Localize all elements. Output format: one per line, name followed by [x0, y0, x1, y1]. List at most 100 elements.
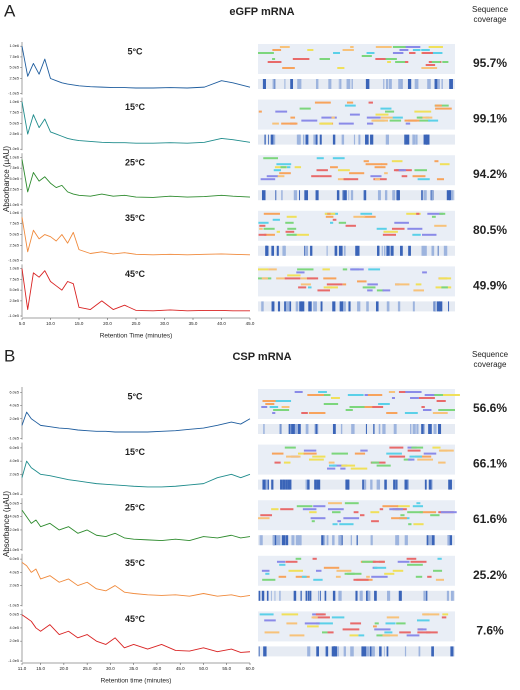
coverage-stripe — [426, 535, 429, 546]
y-tick-label: 7.5e5 — [9, 222, 19, 226]
coverage-fragment — [343, 178, 359, 181]
coverage-fragment — [295, 557, 302, 560]
coverage-stripe — [259, 535, 261, 546]
coverage-fragment — [327, 631, 334, 634]
coverage-fragment — [434, 394, 450, 396]
coverage-fragment — [286, 215, 297, 218]
coverage-fragment — [389, 446, 404, 449]
coverage-stripe — [383, 245, 386, 256]
coverage-fragment — [265, 403, 275, 405]
y-tick-label: 4.0e5 — [9, 570, 19, 574]
coverage-fragment — [421, 406, 425, 408]
coverage-fragment — [413, 523, 424, 526]
coverage-stripe — [300, 590, 302, 601]
coverage-fragment — [416, 502, 421, 505]
coverage-fragment — [290, 116, 296, 119]
coverage-stripe — [431, 535, 435, 546]
trace — [21, 460, 251, 488]
coverage-fragment — [368, 101, 373, 104]
coverage-stripe — [319, 134, 322, 145]
coverage-fragment — [350, 622, 362, 625]
coverage-fragment — [259, 613, 274, 616]
y-tick-label: 4.0e5 — [9, 404, 19, 408]
coverage-stripe — [301, 301, 305, 312]
coverage-stripe — [414, 79, 419, 89]
coverage-fragment — [412, 175, 426, 178]
coverage-fragment — [327, 286, 338, 289]
coverage-stripe — [332, 424, 336, 434]
coverage-fragment — [426, 52, 443, 54]
coverage-value: 56.6% — [473, 401, 507, 415]
coverage-stripe — [262, 479, 266, 490]
coverage-stripe — [381, 245, 383, 256]
coverage-stripe — [316, 479, 321, 490]
coverage-fragment — [317, 289, 331, 292]
coverage-fragment — [307, 394, 324, 396]
coverage-fragment — [385, 110, 395, 113]
coverage-fragment — [338, 122, 354, 125]
coverage-stripe — [265, 245, 267, 256]
coverage-stripe — [449, 535, 453, 546]
coverage-stripe — [384, 479, 387, 490]
coverage-stripe — [348, 190, 350, 201]
coverage-fragment — [412, 505, 424, 508]
coverage-stripe — [344, 646, 346, 657]
coverage-fragment — [407, 449, 421, 452]
coverage-fragment — [367, 289, 373, 292]
coverage-stripe — [265, 245, 269, 256]
coverage-stripe — [276, 245, 279, 256]
coverage-fragment — [382, 233, 396, 236]
coverage-fragment — [332, 511, 341, 514]
coverage-fragment — [327, 212, 331, 215]
coverage-stripe — [423, 424, 425, 434]
coverage-fragment — [339, 523, 354, 526]
y-axis-label: Absorbance (µAU) — [2, 491, 11, 557]
coverage-fragment — [347, 572, 355, 575]
coverage-fragment — [422, 52, 433, 54]
coverage-fragment — [405, 122, 411, 125]
coverage-fragment — [279, 46, 290, 48]
coverage-fragment — [342, 628, 360, 631]
coverage-fragment — [415, 283, 422, 286]
coverage-fragment — [375, 46, 392, 48]
coverage-fragment — [319, 122, 333, 125]
coverage-stripe — [290, 79, 294, 89]
coverage-stripe — [441, 79, 443, 89]
coverage-stripe — [379, 646, 382, 657]
coverage-fragment — [276, 277, 287, 280]
coverage-map — [258, 210, 455, 241]
coverage-stripe — [366, 646, 370, 657]
x-tick-label: 45.0 — [246, 321, 255, 326]
coverage-fragment — [442, 613, 449, 616]
coverage-stripe — [307, 646, 311, 657]
coverage-fragment — [412, 49, 421, 51]
coverage-stripe — [299, 190, 301, 201]
coverage-stripe — [307, 479, 310, 490]
coverage-fragment — [434, 104, 442, 107]
coverage-stripe — [272, 535, 275, 546]
coverage-fragment — [360, 449, 368, 452]
coverage-fragment — [344, 104, 356, 107]
coverage-fragment — [279, 172, 291, 175]
coverage-stripe — [310, 590, 312, 601]
coverage-fragment — [408, 458, 415, 461]
coverage-stripe — [335, 646, 337, 657]
coverage-fragment — [258, 221, 269, 224]
panel-label: A — [4, 1, 16, 20]
coverage-fragment — [280, 508, 294, 511]
coverage-fragment — [342, 49, 354, 51]
coverage-fragment — [258, 233, 267, 236]
y-tick-label: 4.0e5 — [9, 626, 19, 630]
coverage-fragment — [297, 452, 305, 455]
coverage-fragment — [391, 160, 403, 163]
coverage-fragment — [311, 520, 315, 523]
coverage-stripe — [378, 424, 381, 434]
y-tick-label: 6.0e5 — [9, 613, 19, 617]
coverage-fragment — [421, 67, 437, 69]
y-tick-label: 2.0e5 — [9, 472, 19, 476]
coverage-stripe — [362, 479, 366, 490]
coverage-fragment — [272, 218, 280, 221]
coverage-fragment — [313, 578, 323, 581]
coverage-stripe — [428, 535, 432, 546]
coverage-fragment — [407, 227, 423, 230]
